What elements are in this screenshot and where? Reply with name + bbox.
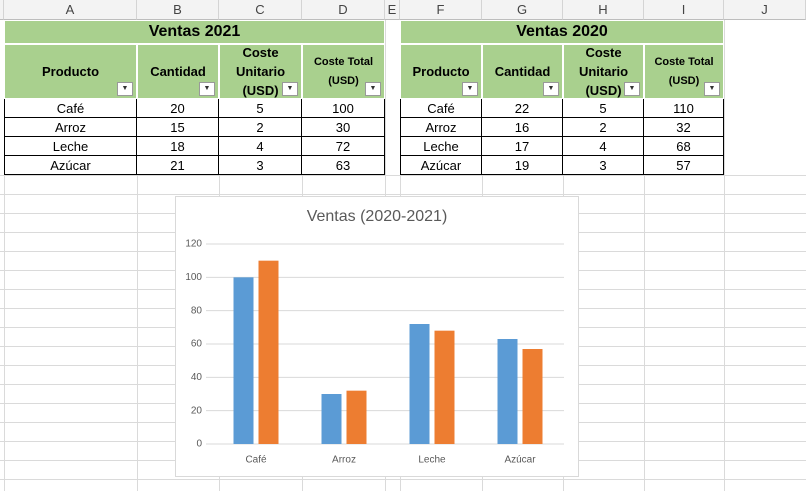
column-header-cell: Producto ▼ (4, 44, 137, 99)
filter-button[interactable]: ▼ (282, 82, 298, 96)
table-cell: Azúcar (4, 156, 137, 175)
filter-button[interactable]: ▼ (365, 82, 381, 96)
table-cell: Leche (4, 137, 137, 156)
table-cell: 22 (482, 99, 563, 118)
column-line (137, 20, 138, 491)
column-header-cell: Cantidad ▼ (137, 44, 219, 99)
table-cell: 4 (563, 137, 644, 156)
y-tick-label: 0 (196, 439, 202, 450)
table-cell: 3 (219, 156, 302, 175)
column-header: A (4, 0, 137, 20)
column-header-cell: Cantidad ▼ (482, 44, 563, 99)
y-tick-label: 40 (191, 372, 203, 383)
filter-button[interactable]: ▼ (704, 82, 720, 96)
column-header: G (482, 0, 563, 20)
column-line (724, 20, 725, 491)
column-header: D (302, 0, 385, 20)
table-cell: 20 (137, 99, 219, 118)
column-line (644, 20, 645, 491)
table-cell: 3 (563, 156, 644, 175)
table-cell: 5 (563, 99, 644, 118)
table-cell: Azúcar (400, 156, 482, 175)
y-tick-label: 100 (185, 272, 202, 283)
row-line (0, 479, 806, 480)
table-cell: 100 (302, 99, 385, 118)
x-tick-label: Leche (418, 455, 446, 466)
table-cell: 110 (644, 99, 724, 118)
row-header-corner (0, 0, 4, 20)
table-cell: 18 (137, 137, 219, 156)
chart: Ventas (2020-2021) 0 20 40 60 80 100 120 Café Ar… (175, 196, 579, 477)
filter-button[interactable]: ▼ (624, 82, 640, 96)
column-header: J (724, 0, 806, 20)
table-cell: 32 (644, 118, 724, 137)
filter-button[interactable]: ▼ (199, 82, 215, 96)
x-tick-label: Azúcar (504, 455, 536, 466)
table-cell: 72 (302, 137, 385, 156)
column-header-cell: Coste Unitario (USD) ▼ (563, 44, 644, 99)
table-cell: 4 (219, 137, 302, 156)
y-tick-label: 20 (191, 405, 203, 416)
x-tick-label: Café (245, 455, 267, 466)
table-cell: 30 (302, 118, 385, 137)
chart-title: Ventas (2020-2021) (307, 208, 448, 225)
bar (497, 339, 518, 444)
bar (434, 330, 455, 444)
column-header: E (385, 0, 400, 20)
bar (258, 260, 279, 444)
bar (233, 277, 254, 444)
table-cell: 2 (219, 118, 302, 137)
column-header-cell: Coste Unitario (USD) ▼ (219, 44, 302, 99)
table-cell: 15 (137, 118, 219, 137)
row-line (0, 175, 806, 176)
table-cell: Arroz (4, 118, 137, 137)
x-tick-label: Arroz (332, 455, 356, 466)
y-tick-label: 60 (191, 339, 203, 350)
table-cell: 21 (137, 156, 219, 175)
column-header: B (137, 0, 219, 20)
table-cell: 16 (482, 118, 563, 137)
y-tick-label: 80 (191, 305, 203, 316)
table-cell: Café (4, 99, 137, 118)
filter-button[interactable]: ▼ (117, 82, 133, 96)
column-line (4, 20, 5, 491)
bar (522, 349, 543, 444)
table-cell: Leche (400, 137, 482, 156)
filter-button[interactable]: ▼ (543, 82, 559, 96)
filter-button[interactable]: ▼ (462, 82, 478, 96)
column-header: H (563, 0, 644, 20)
bar (321, 394, 342, 444)
table-cell: 63 (302, 156, 385, 175)
table-cell: 57 (644, 156, 724, 175)
table-cell: 2 (563, 118, 644, 137)
table-cell: 68 (644, 137, 724, 156)
table-cell: Café (400, 99, 482, 118)
table-cell: 17 (482, 137, 563, 156)
table-title: Ventas 2020 (400, 20, 724, 44)
y-tick-label: 120 (185, 239, 202, 250)
column-header-cell: Coste Total (USD) ▼ (644, 44, 724, 99)
column-header: I (644, 0, 724, 20)
column-header: F (400, 0, 482, 20)
bar (409, 324, 430, 444)
row-line (0, 194, 806, 195)
table-title: Ventas 2021 (4, 20, 385, 44)
column-header-cell: Producto ▼ (400, 44, 482, 99)
column-header-cell: Coste Total (USD) ▼ (302, 44, 385, 99)
table-cell: 19 (482, 156, 563, 175)
bar (346, 390, 367, 444)
table-cell: Arroz (400, 118, 482, 137)
table-cell: 5 (219, 99, 302, 118)
column-header: C (219, 0, 302, 20)
